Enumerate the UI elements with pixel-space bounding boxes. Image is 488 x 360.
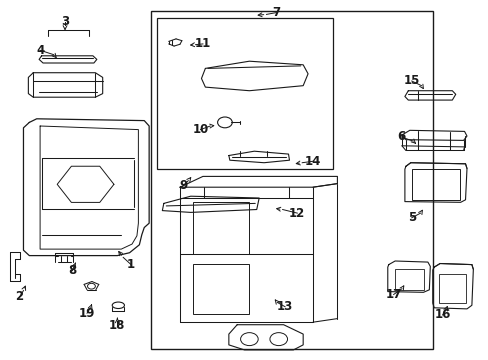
Text: 16: 16 xyxy=(433,309,450,321)
Bar xyxy=(438,274,465,303)
Text: 11: 11 xyxy=(194,37,211,50)
Text: 18: 18 xyxy=(109,319,125,332)
Text: 9: 9 xyxy=(179,179,187,192)
Bar xyxy=(411,169,459,200)
Text: 15: 15 xyxy=(403,75,419,87)
Text: 4: 4 xyxy=(37,44,44,57)
Bar xyxy=(150,11,432,349)
Text: 10: 10 xyxy=(192,123,208,136)
Text: 8: 8 xyxy=(68,264,76,277)
Text: 2: 2 xyxy=(16,291,23,303)
Bar xyxy=(157,18,333,169)
Text: 17: 17 xyxy=(385,288,401,301)
Text: 5: 5 xyxy=(407,211,415,224)
Text: 7: 7 xyxy=(272,6,280,19)
Text: 13: 13 xyxy=(276,300,293,313)
Bar xyxy=(193,264,249,314)
Text: 19: 19 xyxy=(79,307,95,320)
Text: 3: 3 xyxy=(61,15,69,28)
Bar xyxy=(394,269,424,290)
Text: 12: 12 xyxy=(288,207,305,220)
Bar xyxy=(193,202,249,254)
Text: 14: 14 xyxy=(304,155,321,168)
Text: 1: 1 xyxy=(127,258,135,271)
Text: 6: 6 xyxy=(396,130,404,143)
